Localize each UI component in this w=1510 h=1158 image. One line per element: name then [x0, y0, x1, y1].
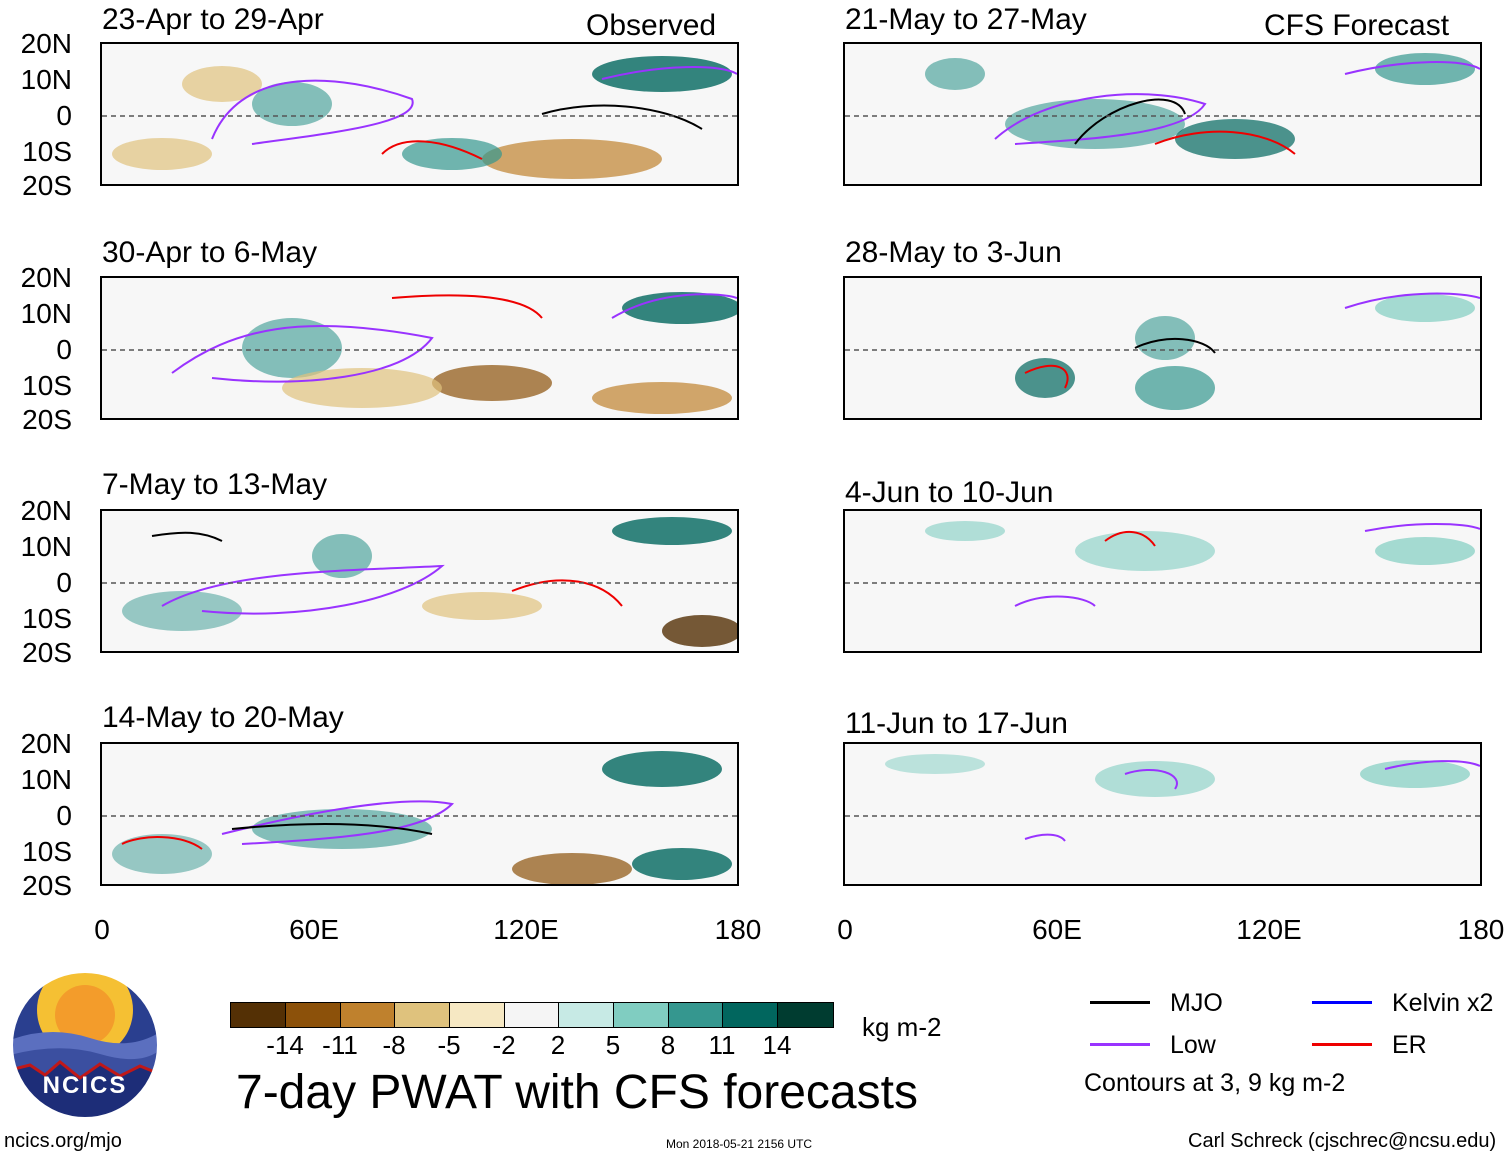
colorbar-swatch — [669, 1003, 723, 1027]
colorbar-units: kg m-2 — [862, 1012, 942, 1042]
colorbar-swatch — [286, 1003, 341, 1027]
colorbar-label: -8 — [382, 1030, 406, 1060]
lat-label: 0 — [56, 567, 72, 598]
colorbar-swatch — [559, 1003, 614, 1027]
lon-label: 0 — [94, 914, 110, 945]
lat-label: 10S — [22, 370, 72, 401]
footer-author: Carl Schreck (cjschrec@ncsu.edu) — [1188, 1130, 1497, 1152]
panel-title-fcst-4: 11-Jun to 17-Jun — [845, 707, 1068, 740]
colorbar-label: -14 — [266, 1030, 304, 1060]
colorbar-label: 14 — [762, 1030, 792, 1060]
lat-label: 20N — [20, 728, 72, 759]
logo-text: NCICS — [42, 1072, 128, 1099]
footer-url: ncics.org/mjo — [4, 1130, 122, 1152]
lon-label: 180 — [1457, 914, 1505, 945]
map-panel-obs-3 — [100, 509, 739, 653]
panel-title-obs-3: 7-May to 13-May — [102, 468, 328, 501]
colorbar-label: -2 — [492, 1030, 516, 1060]
lat-label: 20N — [20, 28, 72, 59]
legend-line-kelvin — [1312, 1001, 1372, 1004]
footer-timestamp: Mon 2018-05-21 2156 UTC — [666, 1137, 813, 1151]
colorbar-swatch — [723, 1003, 778, 1027]
lon-label: 120E — [1236, 914, 1302, 945]
map-panel-obs-2 — [100, 276, 739, 420]
map-panel-obs-1 — [100, 42, 739, 186]
legend-line-er — [1312, 1043, 1372, 1046]
legend-label-kelvin: Kelvin x2 — [1392, 989, 1494, 1017]
map-panel-fcst-3 — [843, 509, 1482, 653]
lat-label: 10S — [22, 603, 72, 634]
colorbar-label: 5 — [605, 1030, 621, 1060]
lat-label: 10N — [20, 764, 72, 795]
lat-label: 10N — [20, 298, 72, 329]
lon-label: 60E — [289, 914, 339, 945]
legend-label-mjo: MJO — [1170, 989, 1223, 1017]
panel-title-fcst-2: 28-May to 3-Jun — [845, 236, 1062, 269]
ncics-logo: NCICS — [10, 970, 160, 1125]
panel-title-obs-1: 23-Apr to 29-Apr — [102, 3, 324, 36]
lat-label: 0 — [56, 800, 72, 831]
lon-label: 180 — [714, 914, 762, 945]
colorbar-swatch — [231, 1003, 286, 1027]
lon-label: 60E — [1032, 914, 1082, 945]
colorbar — [230, 1002, 834, 1028]
lat-label: 20N — [20, 495, 72, 526]
lat-label: 20S — [22, 170, 72, 201]
colorbar-label: -5 — [437, 1030, 461, 1060]
colorbar-swatch — [614, 1003, 669, 1027]
legend-label-er: ER — [1392, 1031, 1427, 1059]
colorbar-swatch — [341, 1003, 395, 1027]
panel-title-obs-4: 14-May to 20-May — [102, 701, 344, 734]
lon-label: 120E — [493, 914, 559, 945]
lat-label: 10N — [20, 531, 72, 562]
colorbar-swatch — [778, 1003, 833, 1027]
map-panel-fcst-1 — [843, 42, 1482, 186]
observed-label: Observed — [586, 9, 717, 42]
forecast-label: CFS Forecast — [1264, 9, 1450, 42]
colorbar-label: 2 — [550, 1030, 566, 1060]
legend-line-low — [1090, 1043, 1150, 1046]
lat-label: 20S — [22, 637, 72, 668]
legend-note: Contours at 3, 9 kg m-2 — [1084, 1069, 1346, 1097]
colorbar-label: 11 — [708, 1030, 736, 1060]
panel-title-fcst-1: 21-May to 27-May — [845, 3, 1087, 36]
lat-label: 20N — [20, 262, 72, 293]
logo-globe-icon — [11, 971, 159, 1119]
lat-label: 0 — [56, 334, 72, 365]
panel-title-fcst-3: 4-Jun to 10-Jun — [845, 476, 1054, 509]
panel-title-obs-2: 30-Apr to 6-May — [102, 236, 318, 269]
map-panel-fcst-4 — [843, 742, 1482, 886]
lat-label: 10N — [20, 64, 72, 95]
colorbar-swatch — [450, 1003, 505, 1027]
colorbar-swatch — [395, 1003, 450, 1027]
map-panel-fcst-2 — [843, 276, 1482, 420]
figure-title: 7-day PWAT with CFS forecasts — [236, 1066, 918, 1119]
map-panel-obs-4 — [100, 742, 739, 886]
lat-label: 20S — [22, 870, 72, 901]
colorbar-label: -11 — [322, 1030, 358, 1060]
lat-label: 10S — [22, 836, 72, 867]
legend-label-low: Low — [1170, 1031, 1216, 1059]
lat-label: 20S — [22, 404, 72, 435]
lat-label: 10S — [22, 136, 72, 167]
colorbar-swatch — [505, 1003, 559, 1027]
lon-label: 0 — [837, 914, 853, 945]
colorbar-label: 8 — [660, 1030, 676, 1060]
legend-line-mjo — [1090, 1001, 1150, 1004]
lat-label: 0 — [56, 100, 72, 131]
